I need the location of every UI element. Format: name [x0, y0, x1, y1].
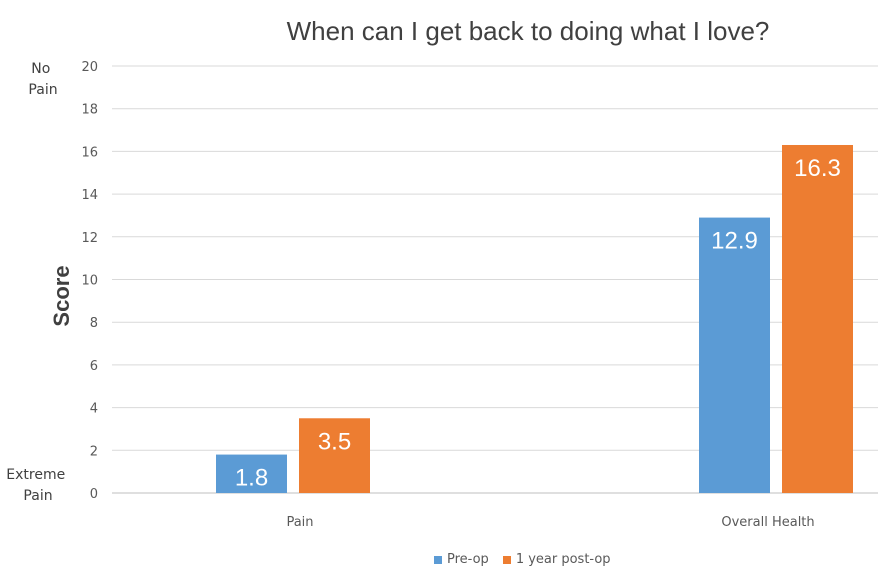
legend-swatch-pre-op [434, 555, 442, 564]
legend-label-post-op: 1 year post-op [515, 552, 611, 567]
y-tick-label: 16 [81, 145, 98, 160]
bar-data-label: 16.3 [794, 155, 841, 182]
bar-post-op-pain [299, 418, 370, 493]
bar-data-labels: 1.8 3.5 12.9 16.3 [235, 155, 841, 492]
bar-data-label: 1.8 [235, 465, 268, 492]
y-tick-label: 8 [90, 316, 98, 331]
x-tick-label: Pain [286, 515, 313, 530]
y-tick-label: 0 [90, 487, 98, 502]
bar-data-label: 3.5 [318, 428, 351, 455]
bars [216, 144, 853, 493]
bar-post-op-overall-health [782, 144, 853, 493]
bar-pre-op-overall-health [699, 217, 770, 493]
gridlines [112, 65, 878, 494]
y-tick-label: 20 [81, 60, 98, 75]
legend-item-pre-op: Pre-op [434, 552, 489, 567]
y-annotation-top: No Pain [28, 61, 57, 98]
y-tick-label: 10 [81, 274, 98, 289]
y-tick-label: 6 [90, 359, 98, 374]
y-tick-label: 2 [90, 444, 98, 459]
legend-item-post-op: 1 year post-op [502, 552, 611, 567]
legend-swatch-post-op [502, 555, 511, 564]
bar-data-label: 12.9 [711, 228, 758, 255]
y-tick-label: 4 [90, 402, 98, 417]
x-tick-label: Overall Health [721, 515, 814, 530]
y-tick-label: 18 [81, 103, 98, 118]
chart-title: When can I get back to doing what I love… [287, 16, 770, 46]
bar-pre-op-pain [216, 454, 287, 493]
y-axis-label: Score [49, 265, 74, 326]
legend: Pre-op 1 year post-op [434, 552, 611, 567]
y-tick-label: 12 [81, 231, 98, 246]
y-tick-label: 14 [81, 188, 98, 203]
x-tick-labels: Pain Overall Health [286, 515, 814, 530]
legend-label-pre-op: Pre-op [447, 552, 489, 567]
y-tick-labels: 0 2 4 6 8 10 12 14 16 18 20 [81, 60, 98, 502]
y-annotation-bottom: Extreme Pain [6, 467, 69, 504]
